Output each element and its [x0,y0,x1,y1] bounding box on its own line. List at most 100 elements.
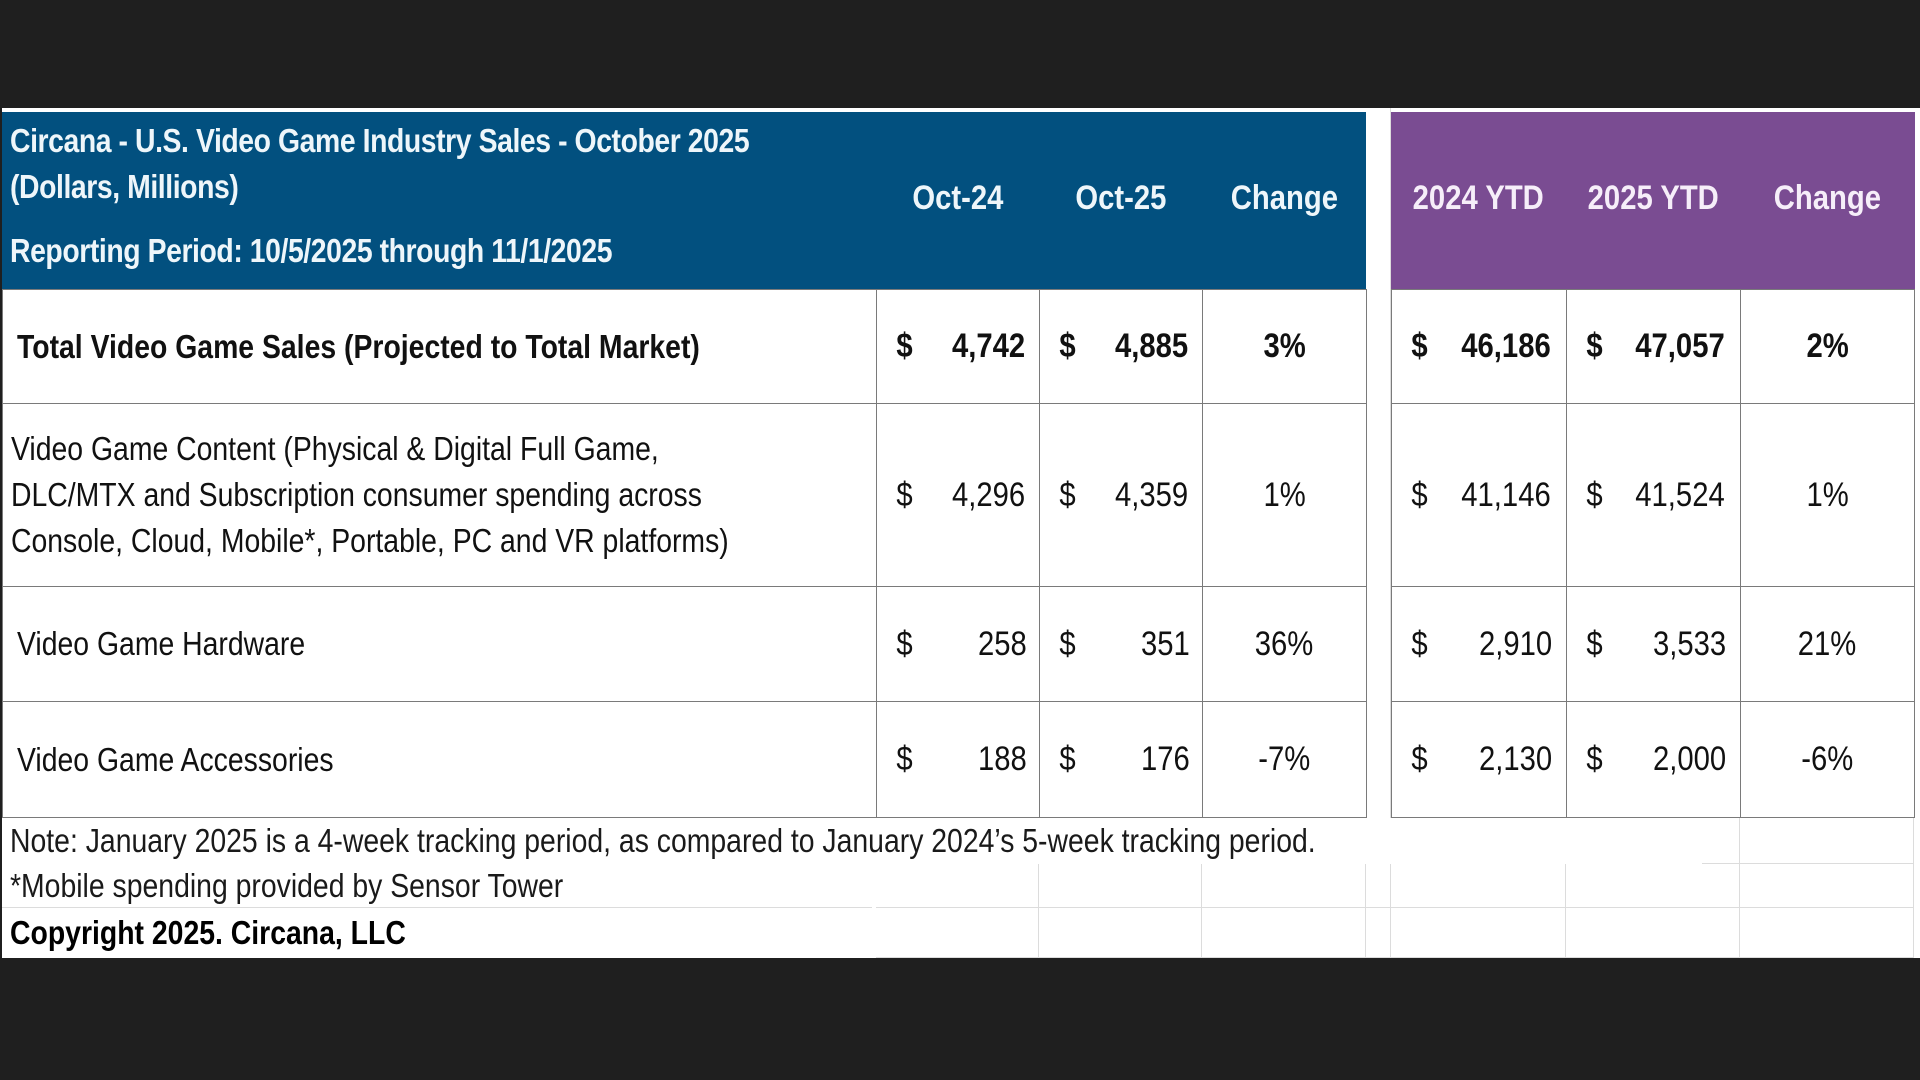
row-label: Video Game Hardware [17,625,306,662]
column-header-change: Change [1202,168,1366,228]
reporting-period-text: Reporting Period: 10/5/2025 through 11/1… [10,232,613,269]
grid-cell [1202,908,1366,958]
reporting-period: Reporting Period: 10/5/2025 through 11/1… [10,226,860,276]
sales-table: Circana - U.S. Video Game Industry Sales… [2,108,1920,958]
row-label: Video Game Accessories [17,740,334,778]
cell-2024-ytd: $2,910 [1391,586,1567,702]
cell-value: 36% [1255,624,1314,663]
cell-change: 1% [1202,403,1367,587]
currency-symbol: $ [1059,475,1076,514]
currency-symbol: $ [1411,327,1428,365]
cell-oct24: $4,296 [876,403,1040,587]
cell-value: -7% [1258,740,1311,778]
cell-ytd-change: -6% [1740,701,1915,818]
currency-symbol: $ [1411,740,1428,778]
cell-value: 258 [978,624,1028,663]
report-title-text: Circana - U.S. Video Game Industry Sales… [10,122,750,159]
cell-2024-ytd: $41,146 [1391,403,1567,587]
grid-cell [1391,908,1566,958]
cell-oct24: $188 [876,701,1040,818]
column-header-label: Change [1230,178,1338,217]
cell-change: -7% [1202,701,1367,818]
column-header-2024-ytd: 2024 YTD [1391,168,1566,228]
copyright-text: Copyright 2025. Circana, LLC [10,914,406,951]
currency-symbol: $ [1411,475,1428,514]
cell-value: 4,296 [951,475,1026,514]
currency-symbol: $ [1059,327,1076,365]
mobile-source-note: *Mobile spending provided by Sensor Towe… [2,864,872,908]
cell-oct25: $351 [1039,586,1203,702]
grid-cell [1039,864,1202,908]
cell-oct25: $4,885 [1039,289,1203,404]
grid-cell [1202,864,1366,908]
cell-value: 4,359 [1114,475,1189,514]
cell-value: 1% [1806,475,1849,514]
column-header-label: Oct-24 [911,178,1003,217]
tracking-period-note: Note: January 2025 is a 4-week tracking … [2,818,1702,864]
grid-cell [1366,908,1391,958]
cell-2025-ytd: $3,533 [1566,586,1741,702]
cell-value: 2,130 [1478,740,1553,778]
table-row-label-hardware: Video Game Hardware [2,586,877,702]
cell-2024-ytd: $46,186 [1391,289,1567,404]
grid-cell [1039,908,1202,958]
column-header-label: 2025 YTD [1587,178,1719,217]
grid-cell [1740,908,1914,958]
column-header-label: Oct-25 [1074,178,1166,217]
column-header-label: Change [1773,178,1882,217]
column-header-2025-ytd: 2025 YTD [1566,168,1740,228]
cell-value: 176 [1141,740,1191,778]
currency-symbol: $ [1059,740,1076,778]
cell-ytd-change: 1% [1740,403,1915,587]
cell-ytd-change: 21% [1740,586,1915,702]
cell-value: 3% [1263,327,1306,365]
grid-cell [1566,864,1740,908]
cell-value: 41,524 [1635,475,1725,514]
cell-change: 3% [1202,289,1367,404]
report-title: Circana - U.S. Video Game Industry Sales… [10,116,860,166]
cell-2025-ytd: $2,000 [1566,701,1741,818]
currency-symbol: $ [1586,475,1603,514]
currency-symbol: $ [1059,624,1076,663]
table-row-label-content: Video Game Content (Physical & Digital F… [2,403,877,587]
column-header-label: 2024 YTD [1412,178,1545,217]
cell-change: 36% [1202,586,1367,702]
grid-cell [1740,864,1914,908]
cell-value: 188 [978,740,1028,778]
currency-symbol: $ [1586,327,1603,365]
row-label: Video Game Content (Physical & Digital F… [11,430,729,559]
cell-2024-ytd: $2,130 [1391,701,1567,818]
gap-column [1366,108,1391,818]
note-text: Note: January 2025 is a 4-week tracking … [10,822,1316,859]
cell-oct25: $4,359 [1039,403,1203,587]
currency-symbol: $ [896,475,913,514]
copyright: Copyright 2025. Circana, LLC [2,908,872,958]
cell-oct24: $4,742 [876,289,1040,404]
cell-value: 47,057 [1635,327,1725,365]
table-row-label-accessories: Video Game Accessories [2,701,877,818]
grid-cell [1366,864,1391,908]
grid-cell [876,864,1039,908]
cell-oct25: $176 [1039,701,1203,818]
cell-ytd-change: 2% [1740,289,1915,404]
note-text: *Mobile spending provided by Sensor Towe… [10,866,564,904]
cell-value: 46,186 [1461,327,1551,365]
cell-value: -6% [1801,740,1854,778]
column-header-oct24: Oct-24 [876,168,1039,228]
cell-2025-ytd: $47,057 [1566,289,1741,404]
currency-symbol: $ [1586,624,1603,663]
grid-cell [1740,818,1914,864]
cell-value: 2% [1806,327,1849,365]
currency-symbol: $ [896,624,913,663]
cell-value: 41,146 [1461,475,1551,514]
cell-oct24: $258 [876,586,1040,702]
cell-value: 2,000 [1652,740,1727,778]
cell-value: 4,885 [1114,327,1189,365]
cell-value: 3,533 [1652,624,1727,663]
grid-cell [876,908,1039,958]
cell-2025-ytd: $41,524 [1566,403,1741,587]
grid-cell [1566,908,1740,958]
column-header-ytd-change: Change [1740,168,1915,228]
cell-value: 1% [1263,475,1306,514]
currency-symbol: $ [896,740,913,778]
